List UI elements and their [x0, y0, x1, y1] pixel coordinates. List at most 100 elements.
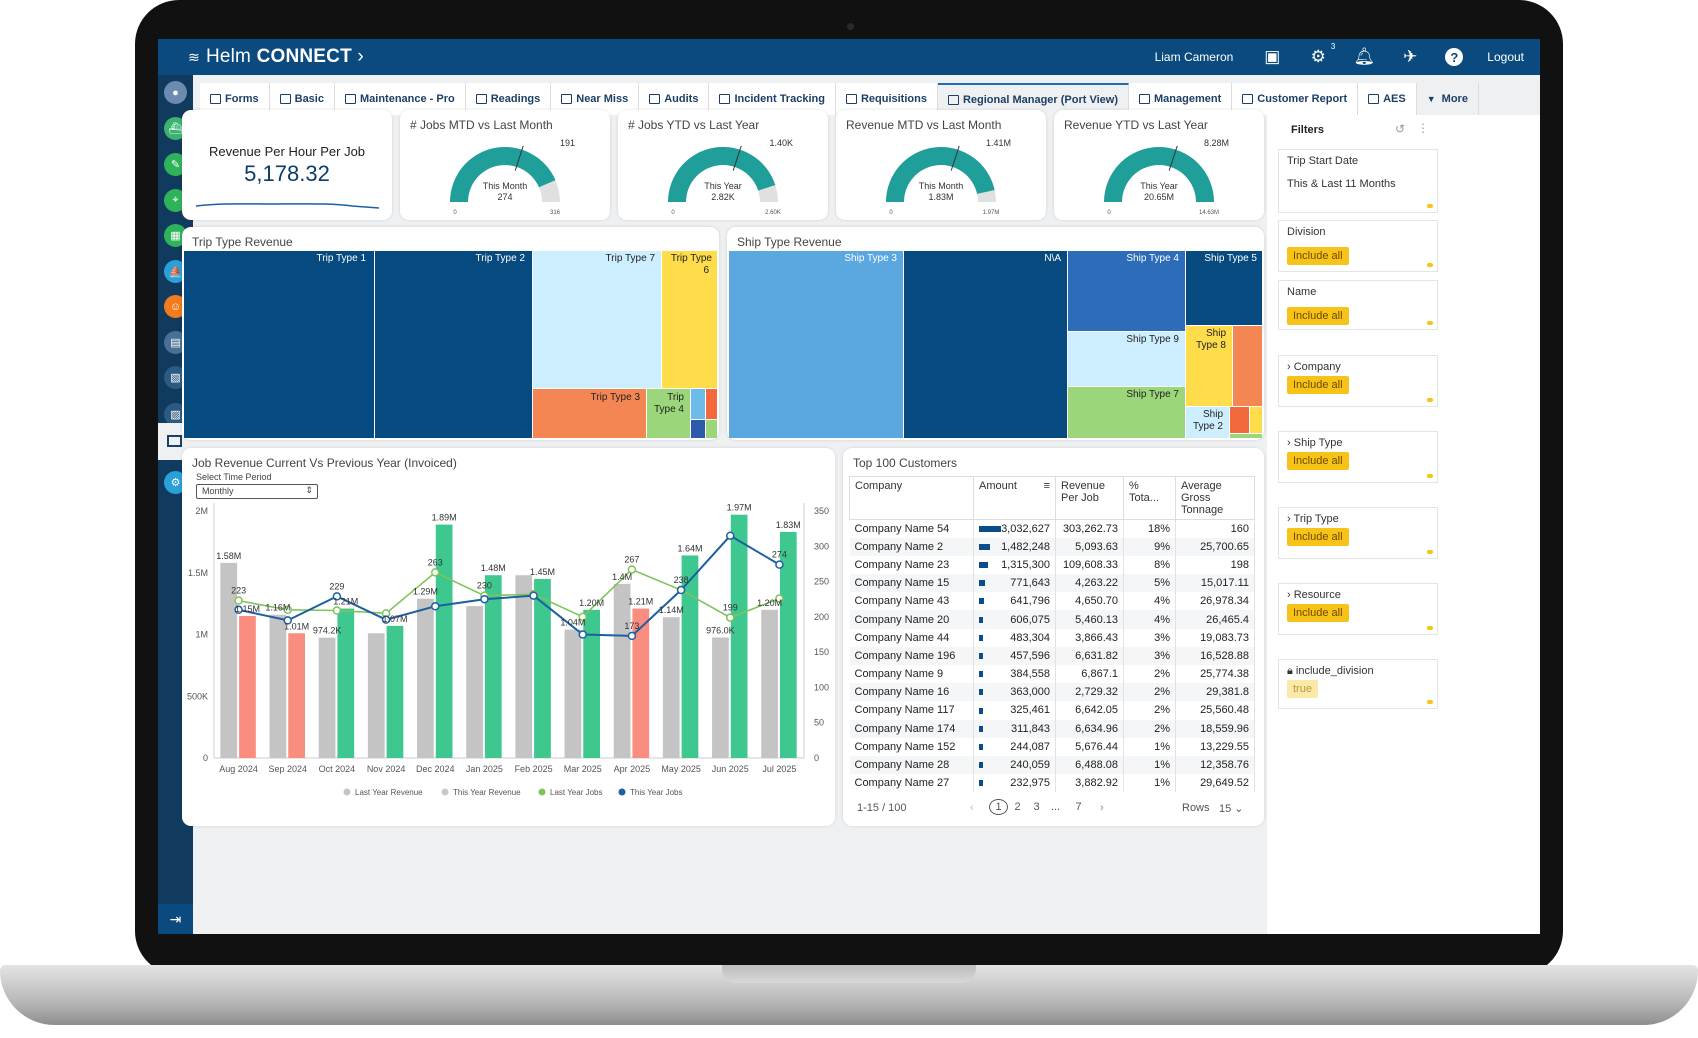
- chevron-right-icon[interactable]: ›: [1287, 361, 1291, 373]
- help-icon[interactable]: ?: [1445, 48, 1464, 66]
- legend-label[interactable]: This Year Revenue: [453, 788, 521, 797]
- filter-scroll-indicator[interactable]: [1427, 263, 1433, 267]
- tab-2[interactable]: Maintenance - Pro: [334, 83, 466, 115]
- tab-9[interactable]: Management: [1129, 83, 1233, 115]
- bar-last-year-revenue[interactable]: [367, 633, 385, 758]
- filters-menu-icon[interactable]: ⋮: [1417, 121, 1429, 135]
- filter-scroll-indicator[interactable]: [1427, 474, 1433, 478]
- filter-chip[interactable]: Include all: [1287, 376, 1349, 394]
- nav-task-icon[interactable]: ✎: [164, 153, 187, 176]
- point-line-last-year-jobs[interactable]: [726, 613, 735, 622]
- nav-report-icon[interactable]: ▧: [164, 366, 187, 389]
- point-line-this-year-jobs[interactable]: [381, 615, 391, 624]
- nav-grid-icon[interactable]: ▤: [164, 331, 187, 354]
- filter-chip[interactable]: Include all: [1287, 604, 1349, 622]
- table-row[interactable]: Company Name 28 240,059 6,488.08 1% 12,358.7…: [849, 755, 1255, 775]
- filter-chip[interactable]: true: [1287, 680, 1318, 698]
- filter-scroll-indicator[interactable]: [1427, 398, 1433, 402]
- bar-last-year-revenue[interactable]: [269, 614, 287, 758]
- nav-user-icon[interactable]: ●: [164, 81, 187, 104]
- bar-last-year-revenue[interactable]: [613, 583, 631, 758]
- point-line-last-year-jobs[interactable]: [627, 565, 637, 574]
- point-line-last-year-jobs[interactable]: [578, 612, 587, 622]
- logout-link[interactable]: Logout: [1487, 50, 1524, 64]
- legend-label[interactable]: Last Year Revenue: [355, 788, 423, 797]
- point-line-last-year-jobs[interactable]: [234, 596, 243, 605]
- point-line-this-year-jobs[interactable]: [775, 560, 784, 569]
- bar-this-year-revenue[interactable]: [583, 609, 600, 758]
- tab-7[interactable]: Requisitions: [835, 83, 938, 115]
- bar-last-year-revenue[interactable]: [761, 609, 778, 758]
- point-line-this-year-jobs[interactable]: [578, 630, 587, 639]
- filter-scroll-indicator[interactable]: [1427, 550, 1433, 554]
- col-amount[interactable]: Amount ≡: [973, 476, 1056, 520]
- point-line-last-year-jobs[interactable]: [775, 594, 784, 603]
- filter-chip[interactable]: Include all: [1287, 528, 1349, 546]
- table-row[interactable]: Company Name 43 641,796 4,650.70 4% 26,978.3…: [849, 592, 1255, 611]
- filter-scroll-indicator[interactable]: [1427, 626, 1433, 630]
- bar-this-year-revenue[interactable]: [288, 633, 305, 758]
- point-line-last-year-jobs[interactable]: [431, 568, 440, 577]
- col-percent-total[interactable]: % Tota...: [1123, 476, 1176, 520]
- tab-5[interactable]: Audits: [639, 83, 710, 115]
- nav-vessel-icon[interactable]: ⛵: [164, 260, 187, 283]
- page-2[interactable]: 3: [1033, 801, 1040, 813]
- bar-this-year-revenue[interactable]: [484, 575, 502, 758]
- point-line-this-year-jobs[interactable]: [627, 631, 637, 641]
- filter-scroll-indicator[interactable]: [1427, 321, 1433, 325]
- bar-this-year-revenue[interactable]: [386, 625, 404, 758]
- pager-next-icon[interactable]: ›: [1100, 802, 1104, 814]
- bar-last-year-revenue[interactable]: [417, 598, 434, 758]
- bar-this-year-revenue[interactable]: [730, 514, 748, 758]
- table-row[interactable]: Company Name 152 244,087 5,676.44 1% 13,229.…: [849, 737, 1255, 756]
- nav-ship-icon[interactable]: ⛴: [164, 117, 187, 140]
- settings-gear-icon[interactable]: ⚙ 3: [1310, 42, 1336, 66]
- legend-label[interactable]: This Year Jobs: [630, 788, 682, 797]
- filter-value[interactable]: This & Last 11 Months: [1287, 178, 1396, 190]
- nav-people-icon[interactable]: ☺: [164, 295, 187, 318]
- bar-this-year-revenue[interactable]: [779, 531, 797, 758]
- tab-8[interactable]: Regional Manager (Port View): [937, 83, 1130, 115]
- collapse-nav-icon[interactable]: ⇥: [158, 904, 193, 934]
- table-row[interactable]: Company Name 20 606,075 5,460.13 4% 26,465.4: [849, 610, 1255, 629]
- user-name[interactable]: Liam Cameron: [1154, 50, 1234, 64]
- page-1[interactable]: 2: [1014, 801, 1021, 813]
- bar-this-year-revenue[interactable]: [534, 578, 551, 758]
- tab-10[interactable]: Customer Report: [1232, 83, 1359, 115]
- col-avg-tonnage[interactable]: Average Gross Tonnage: [1175, 476, 1255, 520]
- point-line-this-year-jobs[interactable]: [332, 592, 342, 601]
- table-row[interactable]: Company Name 44 483,304 3,866.43 3% 19,083.7…: [849, 628, 1255, 647]
- table-row[interactable]: Company Name 27 232,975 3,882.92 1% 29,649.5…: [849, 774, 1255, 793]
- chevron-right-icon[interactable]: ›: [1287, 589, 1291, 601]
- nav-chart-icon[interactable]: ▨: [164, 403, 187, 426]
- filter-chip[interactable]: Include all: [1287, 452, 1349, 470]
- bar-last-year-revenue[interactable]: [318, 637, 336, 758]
- bar-this-year-revenue[interactable]: [239, 615, 256, 758]
- legend-label[interactable]: Last Year Jobs: [550, 788, 602, 797]
- chevron-right-icon[interactable]: ›: [1287, 513, 1291, 525]
- bar-last-year-revenue[interactable]: [662, 617, 680, 758]
- point-line-this-year-jobs[interactable]: [283, 616, 292, 625]
- bar-this-year-revenue[interactable]: [632, 608, 650, 758]
- tab-11[interactable]: AES: [1358, 83, 1417, 115]
- bell-icon[interactable]: 🔔︎: [1353, 47, 1376, 66]
- table-row[interactable]: Company Name 16 363,000 2,729.32 2% 29,381.8: [849, 683, 1255, 702]
- col-revenue-per-job[interactable]: Revenue Per Job: [1055, 476, 1124, 520]
- bar-last-year-revenue[interactable]: [712, 637, 729, 758]
- table-row[interactable]: Company Name 196 457,596 6,631.82 3% 16,528.…: [849, 646, 1255, 665]
- filter-scroll-indicator[interactable]: [1427, 204, 1433, 208]
- bar-last-year-revenue[interactable]: [515, 575, 533, 758]
- nav-gear-icon[interactable]: ⚙: [164, 471, 187, 494]
- nav-box-icon[interactable]: ▦: [164, 224, 187, 247]
- page-4[interactable]: 7: [1075, 801, 1082, 813]
- table-row[interactable]: Company Name 15 771,643 4,263.22 5% 15,017.1…: [849, 574, 1255, 593]
- point-line-this-year-jobs[interactable]: [726, 531, 735, 540]
- table-row[interactable]: Company Name 23 1,315,300 109,608.33 8% 198: [849, 555, 1255, 575]
- point-line-this-year-jobs[interactable]: [480, 594, 489, 604]
- tab-more[interactable]: ▼ More: [1416, 83, 1479, 115]
- bar-last-year-revenue[interactable]: [564, 629, 582, 758]
- pin-icon[interactable]: ✈: [1403, 47, 1418, 66]
- tab-3[interactable]: Readings: [465, 83, 552, 115]
- point-line-last-year-jobs[interactable]: [283, 605, 292, 615]
- pager-prev-icon[interactable]: ‹: [970, 802, 974, 814]
